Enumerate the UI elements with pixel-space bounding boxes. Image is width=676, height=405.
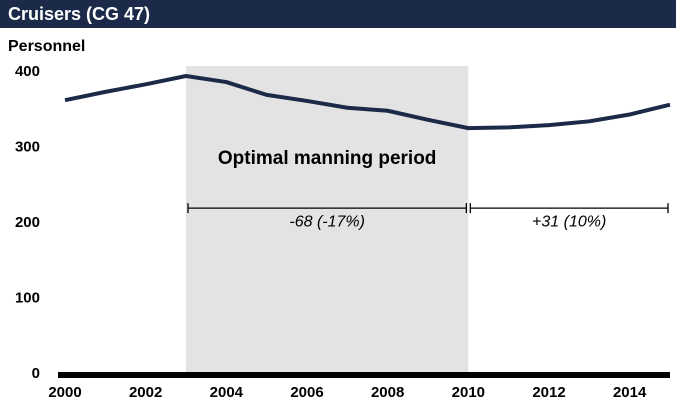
annotation-bracket (187, 203, 467, 214)
x-tick-label: 2014 (613, 384, 647, 401)
data-line (64, 74, 671, 131)
y-axis-label: Personnel (8, 38, 85, 55)
x-tick-label: 2010 (452, 384, 485, 401)
y-tick-label: 200 (15, 214, 40, 231)
x-tick-label: 2006 (290, 384, 323, 401)
annotation-label: -68 (-17%) (289, 213, 365, 230)
y-tick-label: 400 (15, 63, 40, 80)
y-tick-label: 100 (15, 289, 40, 306)
title-bar (0, 0, 676, 28)
chart-title: Cruisers (CG 47) (8, 4, 150, 24)
highlight-label: Optimal manning period (218, 148, 437, 169)
y-tick-label: 300 (15, 138, 40, 155)
x-tick-label: 2004 (210, 384, 244, 401)
x-tick-label: 2008 (371, 384, 404, 401)
annotation-bracket (469, 203, 669, 214)
x-tick-label: 2012 (532, 384, 565, 401)
y-tick-label: 0 (32, 365, 40, 382)
x-tick-label: 2002 (129, 384, 162, 401)
x-tick-label: 2000 (48, 384, 81, 401)
annotation-label: +31 (10%) (532, 213, 606, 230)
